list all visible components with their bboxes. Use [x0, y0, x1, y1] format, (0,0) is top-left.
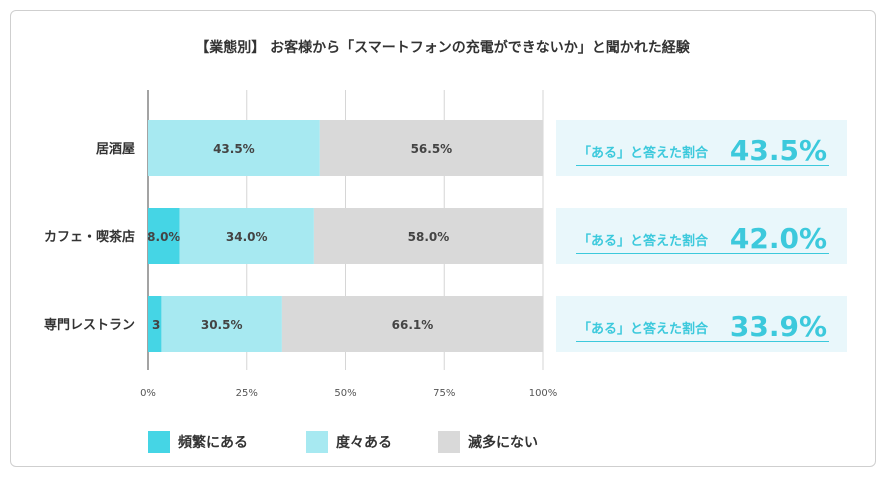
category-label: 居酒屋 [96, 142, 135, 157]
bar-segment [179, 208, 314, 264]
legend-label: 頻繁にある [178, 435, 248, 451]
bar-segment [161, 296, 282, 352]
legend-swatch [148, 431, 170, 453]
legend-label: 滅多にない [468, 435, 538, 451]
callout-underline [576, 253, 829, 254]
chart-title: 【業態別】 お客様から「スマートフォンの充電ができないか」と聞かれた経験 [195, 40, 690, 56]
x-tick-label: 50% [334, 388, 356, 399]
legend-swatch [438, 431, 460, 453]
bar-segment [148, 208, 180, 264]
callout-value: 43.5% [729, 134, 827, 167]
callout-value: 33.9% [729, 310, 827, 343]
data-label: 34.0% [226, 230, 268, 244]
bar-segment [148, 120, 320, 176]
x-tick-label: 25% [236, 388, 258, 399]
callout-underline [576, 341, 829, 342]
category-label: カフェ・喫茶店 [44, 229, 135, 245]
data-label: 30.5% [201, 318, 243, 332]
legend-item-rarely: 滅多にない [438, 431, 538, 453]
x-tick-label: 75% [433, 388, 455, 399]
bar-segment [281, 296, 543, 352]
data-label: 66.1% [392, 318, 434, 332]
category-label: 専門レストラン [44, 317, 135, 333]
data-label: 56.5% [411, 142, 453, 156]
data-label: 8.0% [147, 230, 180, 244]
callout-label: 「ある」と答えた割合 [578, 234, 709, 249]
legend-item-sometimes: 度々ある [306, 431, 392, 453]
callout-label: 「ある」と答えた割合 [578, 146, 709, 161]
legend-item-frequent: 頻繁にある [148, 431, 248, 453]
callout-restaurant: 「ある」と答えた割合 33.9% [556, 296, 847, 352]
callout-label: 「ある」と答えた割合 [578, 322, 709, 337]
bar-segment [313, 208, 543, 264]
callout-underline [576, 165, 829, 166]
legend-swatch [306, 431, 328, 453]
callout-value: 42.0% [729, 222, 827, 255]
callout-cafe: 「ある」と答えた割合 42.0% [556, 208, 847, 264]
bar-segment [148, 296, 162, 352]
data-label: 58.0% [408, 230, 450, 244]
bar-segment [319, 120, 543, 176]
x-tick-label: 0% [140, 388, 156, 399]
data-label: 43.5% [213, 142, 255, 156]
legend-label: 度々ある [336, 435, 392, 451]
x-tick-label: 100% [529, 388, 558, 399]
callout-izakaya: 「ある」と答えた割合 43.5% [556, 120, 847, 176]
